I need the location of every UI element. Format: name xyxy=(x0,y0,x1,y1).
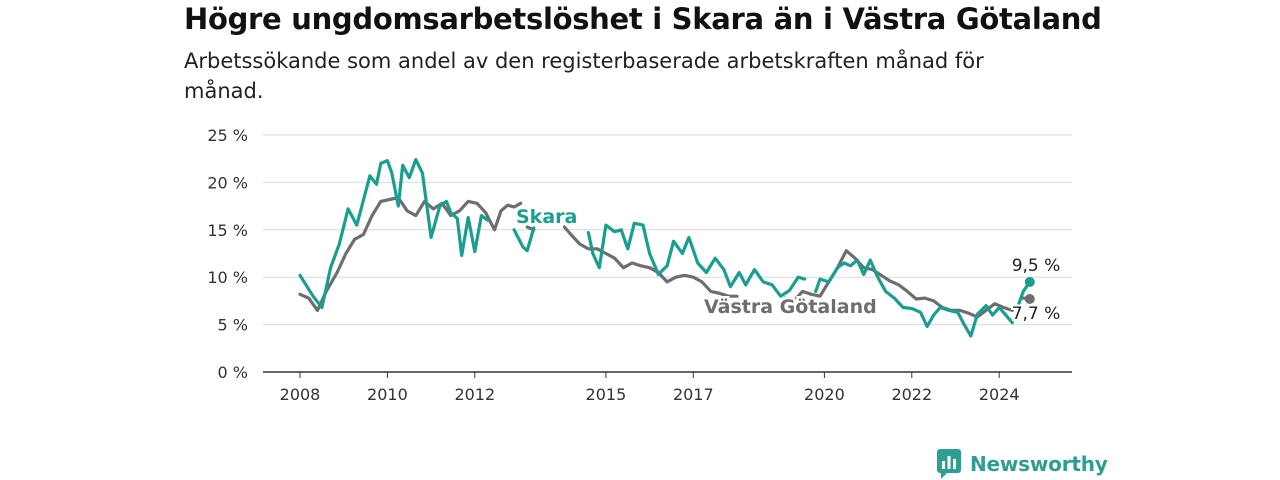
series-label-skara: Skara xyxy=(516,206,577,228)
logo-text: Newsworthy xyxy=(970,452,1108,476)
logo-chart-icon xyxy=(937,449,961,479)
end-marker-skara xyxy=(1024,276,1035,287)
x-tick-label: 2020 xyxy=(804,385,845,404)
y-tick-label: 20 % xyxy=(207,173,248,192)
end-marker-v-stra-g-taland xyxy=(1024,294,1035,305)
end-value-label: 9,5 % xyxy=(1012,256,1061,276)
y-tick-label: 5 % xyxy=(218,316,248,335)
x-tick-label: 2015 xyxy=(586,385,627,404)
series-label-vastra-gotaland: Västra Götaland xyxy=(704,296,877,318)
series-line-v-stra-g-taland xyxy=(298,196,1032,319)
x-tick-label: 2008 xyxy=(280,385,321,404)
y-tick-label: 25 % xyxy=(207,126,248,145)
x-tick-label: 2024 xyxy=(979,385,1020,404)
y-tick-label: 15 % xyxy=(207,221,248,240)
x-tick-label: 2012 xyxy=(454,385,495,404)
chart-subtitle: Arbetssökande som andel av den registerb… xyxy=(184,49,984,103)
x-tick-label: 2017 xyxy=(673,385,714,404)
y-tick-label: 0 % xyxy=(218,363,248,382)
series-line-skara xyxy=(298,158,1032,338)
y-tick-label: 10 % xyxy=(207,268,248,287)
x-tick-label: 2022 xyxy=(891,385,932,404)
end-value-label: 7,7 % xyxy=(1012,304,1061,324)
x-tick-label: 2010 xyxy=(367,385,408,404)
newsworthy-logo: Newsworthy xyxy=(937,449,1108,479)
chart-title: Högre ungdomsarbetslöshet i Skara än i V… xyxy=(184,2,1102,36)
